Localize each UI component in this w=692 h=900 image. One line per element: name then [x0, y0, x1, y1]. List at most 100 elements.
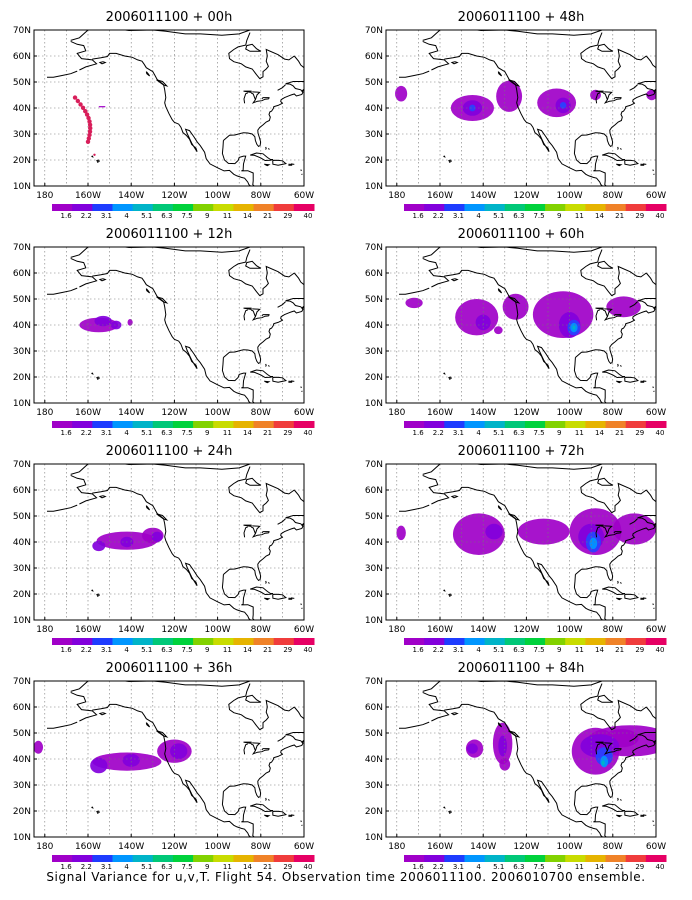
coastline [604, 308, 613, 317]
coastline [616, 814, 623, 818]
lat-tick-label: 20N [13, 590, 31, 600]
lat-tick-label: 30N [365, 130, 383, 140]
coastline [261, 748, 270, 751]
lon-tick-label: 80W [603, 842, 623, 852]
colorbar-swatch [152, 638, 174, 645]
lat-tick-label: 30N [13, 130, 31, 140]
coastline [98, 712, 107, 716]
track-point [86, 115, 91, 121]
lon-tick-label: 80W [603, 408, 623, 418]
colorbar: 1.6 2.2 3.1 4 5.1 6.3 7.5 9 11 14 21 29 40 [404, 638, 667, 654]
colorbar-swatch [464, 204, 486, 211]
colorbar-label: 40 [303, 429, 312, 437]
colorbar-label: 7.5 [181, 212, 192, 220]
colorbar-label: 3.1 [101, 646, 112, 654]
colorbar-label: 2.2 [433, 646, 444, 654]
colorbar-swatch [52, 638, 73, 645]
coastline [300, 386, 302, 389]
colorbar-label: 5.1 [141, 646, 152, 654]
lat-tick-label: 10N [365, 182, 383, 192]
colorbar-label: 11 [223, 429, 232, 437]
colorbar-swatch [545, 855, 566, 862]
colorbar-label: 6.3 [513, 212, 524, 220]
coastline [642, 380, 647, 382]
coastline [252, 308, 261, 317]
colorbar-swatch [72, 204, 93, 211]
coastline [444, 269, 604, 403]
lon-tick-label: 180 [388, 408, 405, 418]
coastline [616, 163, 623, 167]
colorbar-swatch [545, 421, 566, 428]
track-point [84, 112, 90, 117]
colorbar-swatch [172, 204, 194, 211]
colorbar: 1.6 2.2 3.1 4 5.1 6.3 7.5 9 11 14 21 29 40 [52, 855, 315, 870]
coastline [145, 505, 151, 511]
colorbar-swatch [404, 421, 425, 428]
coastline [243, 90, 252, 93]
coastline [580, 683, 647, 731]
lat-tick-label: 10N [365, 833, 383, 843]
coastline [443, 155, 446, 158]
colorbar-swatch [152, 204, 174, 211]
coastline [261, 314, 270, 317]
lon-tick-label: 60W [646, 408, 666, 418]
track-point [85, 139, 91, 144]
lat-tick-label: 50N [13, 512, 31, 522]
lat-tick-label: 60N [365, 269, 383, 279]
colorbar: 1.6 2.2 3.1 4 5.1 6.3 7.5 9 11 14 21 29 40 [52, 638, 315, 654]
colorbar-label: 2.2 [81, 646, 92, 654]
lat-tick-label: 60N [365, 703, 383, 713]
coastline [399, 70, 430, 78]
colorbar-swatch [545, 638, 566, 645]
colorbar-swatch [464, 638, 486, 645]
colorbar-swatch [424, 855, 445, 862]
variance-contour [467, 743, 478, 754]
colorbar-label: 1.6 [61, 212, 73, 220]
variance-contour [475, 314, 491, 331]
colorbar-label: 5.1 [493, 429, 504, 437]
lon-tick-label: 160W [75, 625, 101, 635]
panel-title: 2006011100 + 60h [458, 227, 585, 242]
lon-tick-label: 120W [513, 191, 539, 201]
lat-tick-label: 10N [13, 833, 31, 843]
colorbar-label: 5.1 [493, 646, 504, 654]
colorbar-label: 9 [557, 212, 561, 220]
colorbar-swatch [404, 204, 425, 211]
lon-tick-label: 120W [513, 625, 539, 635]
coastline [268, 364, 270, 367]
variance-contour [496, 80, 523, 112]
panel-title: 2006011100 + 48h [458, 10, 585, 25]
colorbar-swatch [72, 855, 93, 862]
track-point [72, 95, 78, 100]
colorbar-label: 1.6 [413, 863, 425, 870]
colorbar-swatch [253, 204, 275, 211]
lon-tick-label: 160W [75, 408, 101, 418]
coastline [602, 152, 626, 162]
lon-tick-label: 160W [75, 191, 101, 201]
coastline [580, 32, 647, 80]
coastline [624, 159, 640, 166]
lon-tick-label: 80W [251, 625, 271, 635]
coastline [300, 603, 302, 606]
lon-tick-label: 100W [557, 408, 583, 418]
coastline [92, 52, 252, 186]
variance-contour [452, 513, 505, 555]
coastline [92, 269, 252, 403]
lon-tick-label: 180 [36, 842, 53, 852]
colorbar-swatch [293, 421, 315, 428]
colorbar-label: 40 [655, 646, 664, 654]
lon-tick-label: 160W [427, 408, 453, 418]
coastline [399, 721, 430, 729]
colorbar-label: 29 [283, 863, 292, 870]
lon-tick-label: 80W [251, 191, 271, 201]
coastline [223, 489, 304, 582]
colorbar-label: 3.1 [453, 863, 464, 870]
colorbar-swatch [293, 638, 315, 645]
coastline [613, 97, 622, 100]
colorbar-swatch [253, 421, 275, 428]
colorbar-swatch [293, 204, 315, 211]
lon-tick-label: 120W [513, 408, 539, 418]
coastline [245, 43, 262, 52]
lon-tick-label: 140W [470, 408, 496, 418]
coastline [580, 466, 647, 514]
